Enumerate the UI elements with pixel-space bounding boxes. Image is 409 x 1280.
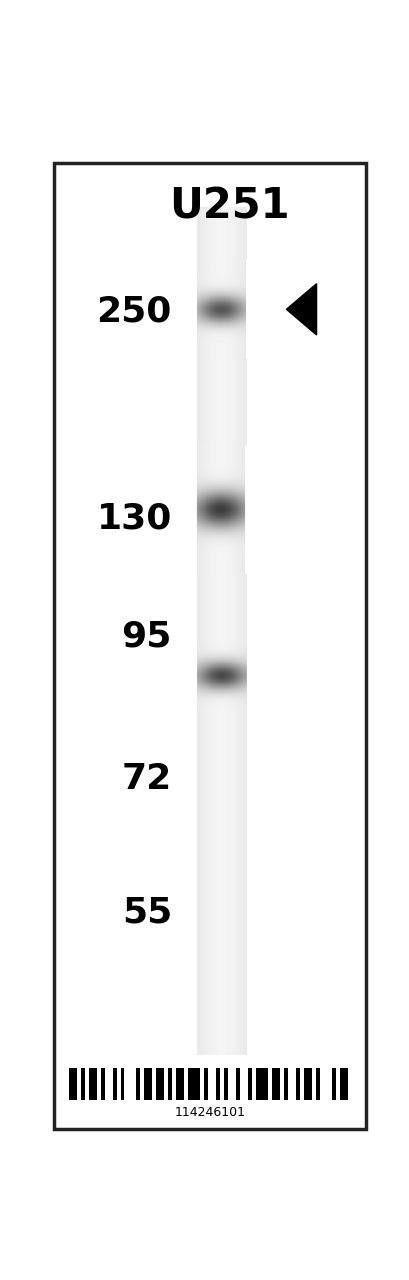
Bar	[168, 1069, 172, 1100]
Text: 72: 72	[121, 763, 172, 796]
Bar	[204, 1069, 208, 1100]
Text: U251: U251	[169, 186, 289, 227]
Bar	[156, 1069, 164, 1100]
Bar	[188, 1069, 200, 1100]
Bar	[88, 1069, 97, 1100]
FancyBboxPatch shape	[54, 164, 365, 1129]
Text: 55: 55	[121, 896, 172, 929]
Bar	[224, 1069, 227, 1100]
Bar	[112, 1069, 116, 1100]
Bar	[176, 1069, 184, 1100]
Text: 250: 250	[97, 294, 172, 328]
Polygon shape	[285, 284, 316, 335]
Text: 95: 95	[121, 620, 172, 654]
Bar	[120, 1069, 124, 1100]
Bar	[331, 1069, 335, 1100]
Bar	[69, 1069, 76, 1100]
Bar	[303, 1069, 311, 1100]
Bar	[100, 1069, 104, 1100]
Bar	[216, 1069, 220, 1100]
Bar	[144, 1069, 152, 1100]
Bar	[255, 1069, 267, 1100]
Text: 114246101: 114246101	[174, 1106, 245, 1119]
Bar	[236, 1069, 239, 1100]
Text: 130: 130	[97, 502, 172, 535]
Bar	[81, 1069, 84, 1100]
Bar	[271, 1069, 279, 1100]
Bar	[283, 1069, 287, 1100]
Bar	[136, 1069, 140, 1100]
Bar	[339, 1069, 347, 1100]
Bar	[295, 1069, 299, 1100]
Bar	[247, 1069, 252, 1100]
Bar	[315, 1069, 319, 1100]
